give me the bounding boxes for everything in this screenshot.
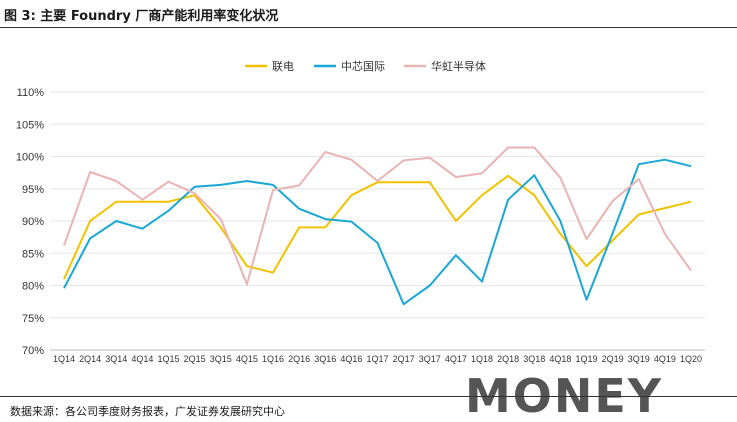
series-line-1 bbox=[63, 174, 692, 280]
x-tick-label: 1Q18 bbox=[471, 354, 493, 364]
x-tick-label: 2Q14 bbox=[79, 354, 101, 364]
y-axis-ticks: 70% 75% 80% 85% 90% 95% 100% 105% 110% bbox=[16, 87, 44, 357]
x-tick-label: 3Q16 bbox=[314, 354, 336, 364]
x-tick-label: 3Q18 bbox=[523, 354, 545, 364]
x-tick-label: 4Q15 bbox=[236, 354, 258, 364]
x-tick-label: 4Q17 bbox=[445, 354, 467, 364]
x-tick-label: 1Q14 bbox=[53, 354, 75, 364]
y-tick-label: 105% bbox=[16, 119, 44, 131]
x-tick-label: 1Q19 bbox=[575, 354, 597, 364]
x-tick-label: 3Q15 bbox=[210, 354, 232, 364]
y-tick-label: 70% bbox=[22, 345, 44, 357]
title-divider bbox=[0, 27, 737, 28]
y-tick-label: 80% bbox=[22, 281, 44, 293]
x-tick-label: 4Q19 bbox=[654, 354, 676, 364]
y-tick-label: 100% bbox=[16, 152, 44, 164]
gridlines bbox=[50, 91, 705, 351]
x-tick-label: 3Q17 bbox=[419, 354, 441, 364]
y-tick-label: 110% bbox=[17, 87, 45, 99]
x-tick-label: 1Q20 bbox=[680, 354, 702, 364]
y-tick-label: 90% bbox=[22, 216, 44, 228]
legend-label: 中芯国际 bbox=[341, 59, 385, 73]
chart-title: 图 3: 主要 Foundry 厂商产能利用率变化状况 bbox=[4, 9, 279, 24]
watermark-text: MONEY bbox=[465, 369, 663, 422]
series-line-2 bbox=[63, 158, 692, 306]
x-tick-label: 2Q16 bbox=[288, 354, 310, 364]
legend-label: 联电 bbox=[272, 60, 294, 73]
y-tick-label: 95% bbox=[22, 184, 44, 196]
y-tick-label: 85% bbox=[22, 248, 44, 260]
series-line-3 bbox=[63, 146, 692, 286]
x-tick-label: 4Q16 bbox=[340, 354, 362, 364]
x-tick-label: 2Q19 bbox=[602, 354, 624, 364]
x-tick-label: 1Q16 bbox=[262, 354, 284, 364]
legend-label: 华虹半导体 bbox=[431, 59, 486, 73]
x-tick-label: 1Q15 bbox=[157, 354, 179, 364]
x-tick-label: 4Q18 bbox=[549, 354, 571, 364]
x-axis-ticks: 1Q14 2Q14 3Q14 4Q14 1Q15 2Q15 3Q15 4Q15 1Q16 2Q16… bbox=[53, 354, 702, 364]
y-tick-label: 75% bbox=[22, 313, 44, 325]
x-tick-label: 2Q17 bbox=[393, 354, 415, 364]
data-source-note: 数据来源：各公司季度财务报表，广发证券发展研究中心 bbox=[10, 405, 285, 418]
series-lines bbox=[63, 146, 692, 306]
legend: 联电 中芯国际 华虹半导体 bbox=[245, 59, 486, 73]
x-tick-label: 2Q15 bbox=[184, 354, 206, 364]
x-tick-label: 3Q19 bbox=[628, 354, 650, 364]
x-tick-label: 4Q14 bbox=[131, 354, 153, 364]
x-tick-label: 2Q18 bbox=[497, 354, 519, 364]
x-tick-label: 3Q14 bbox=[105, 354, 127, 364]
footer-divider bbox=[0, 396, 737, 397]
x-tick-label: 1Q17 bbox=[366, 354, 388, 364]
